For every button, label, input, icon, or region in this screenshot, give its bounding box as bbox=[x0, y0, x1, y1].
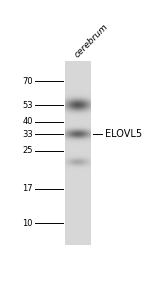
Text: 17: 17 bbox=[22, 184, 33, 193]
Text: ELOVL5: ELOVL5 bbox=[105, 129, 142, 139]
Text: 40: 40 bbox=[22, 117, 33, 126]
Text: 70: 70 bbox=[22, 77, 33, 86]
Text: cerebrum: cerebrum bbox=[73, 22, 110, 59]
Text: 53: 53 bbox=[22, 101, 33, 110]
Text: 33: 33 bbox=[22, 130, 33, 139]
Text: 25: 25 bbox=[22, 146, 33, 155]
Bar bbox=[65, 61, 91, 245]
Text: 10: 10 bbox=[22, 219, 33, 228]
